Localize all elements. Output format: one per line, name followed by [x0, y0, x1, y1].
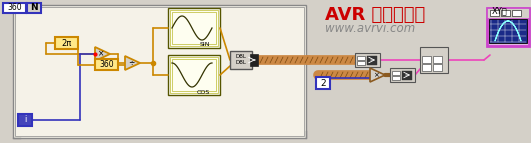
Bar: [392, 71, 400, 75]
Bar: [168, 55, 220, 95]
Text: SIN: SIN: [200, 42, 210, 47]
Bar: [15, 7, 304, 136]
Bar: [392, 76, 400, 80]
Polygon shape: [125, 56, 140, 70]
Bar: [170, 57, 218, 93]
Bar: [433, 64, 442, 71]
Text: COS: COS: [197, 90, 210, 95]
Bar: [402, 71, 412, 80]
Bar: [367, 56, 377, 65]
Text: www.avrvi.com: www.avrvi.com: [325, 21, 415, 34]
Bar: [168, 8, 220, 48]
Text: 2π: 2π: [62, 38, 72, 47]
Bar: [27, 3, 41, 13]
Text: XY图: XY图: [492, 6, 508, 15]
Bar: [422, 64, 431, 71]
Bar: [250, 54, 258, 66]
Text: AVR 与虚拟他器: AVR 与虚拟他器: [325, 6, 425, 24]
Bar: [357, 56, 365, 60]
Bar: [490, 10, 499, 16]
Bar: [357, 61, 365, 65]
Bar: [172, 59, 216, 91]
Bar: [420, 47, 448, 73]
Text: DBL: DBL: [236, 54, 246, 59]
Bar: [13, 5, 306, 138]
Bar: [18, 114, 32, 126]
Text: DBL: DBL: [236, 60, 246, 65]
Bar: [487, 8, 529, 46]
Bar: [230, 51, 252, 69]
Bar: [55, 37, 78, 49]
Bar: [172, 12, 216, 44]
Text: ÷: ÷: [128, 58, 134, 67]
Bar: [433, 56, 442, 63]
Text: i: i: [24, 116, 26, 125]
Bar: [487, 8, 529, 18]
Text: ×: ×: [373, 72, 379, 78]
Text: ×: ×: [98, 49, 104, 58]
Bar: [501, 10, 510, 16]
Bar: [355, 53, 380, 67]
Bar: [170, 10, 218, 46]
Bar: [489, 19, 527, 43]
Bar: [3, 3, 26, 13]
Bar: [422, 56, 431, 63]
Bar: [316, 77, 330, 89]
Bar: [95, 59, 118, 70]
Text: 2: 2: [320, 79, 326, 88]
Text: 360: 360: [99, 60, 114, 69]
Text: 360: 360: [7, 3, 22, 12]
Bar: [512, 10, 521, 16]
Polygon shape: [95, 47, 110, 61]
Polygon shape: [370, 68, 385, 82]
Bar: [390, 68, 415, 82]
Text: N: N: [30, 3, 38, 12]
